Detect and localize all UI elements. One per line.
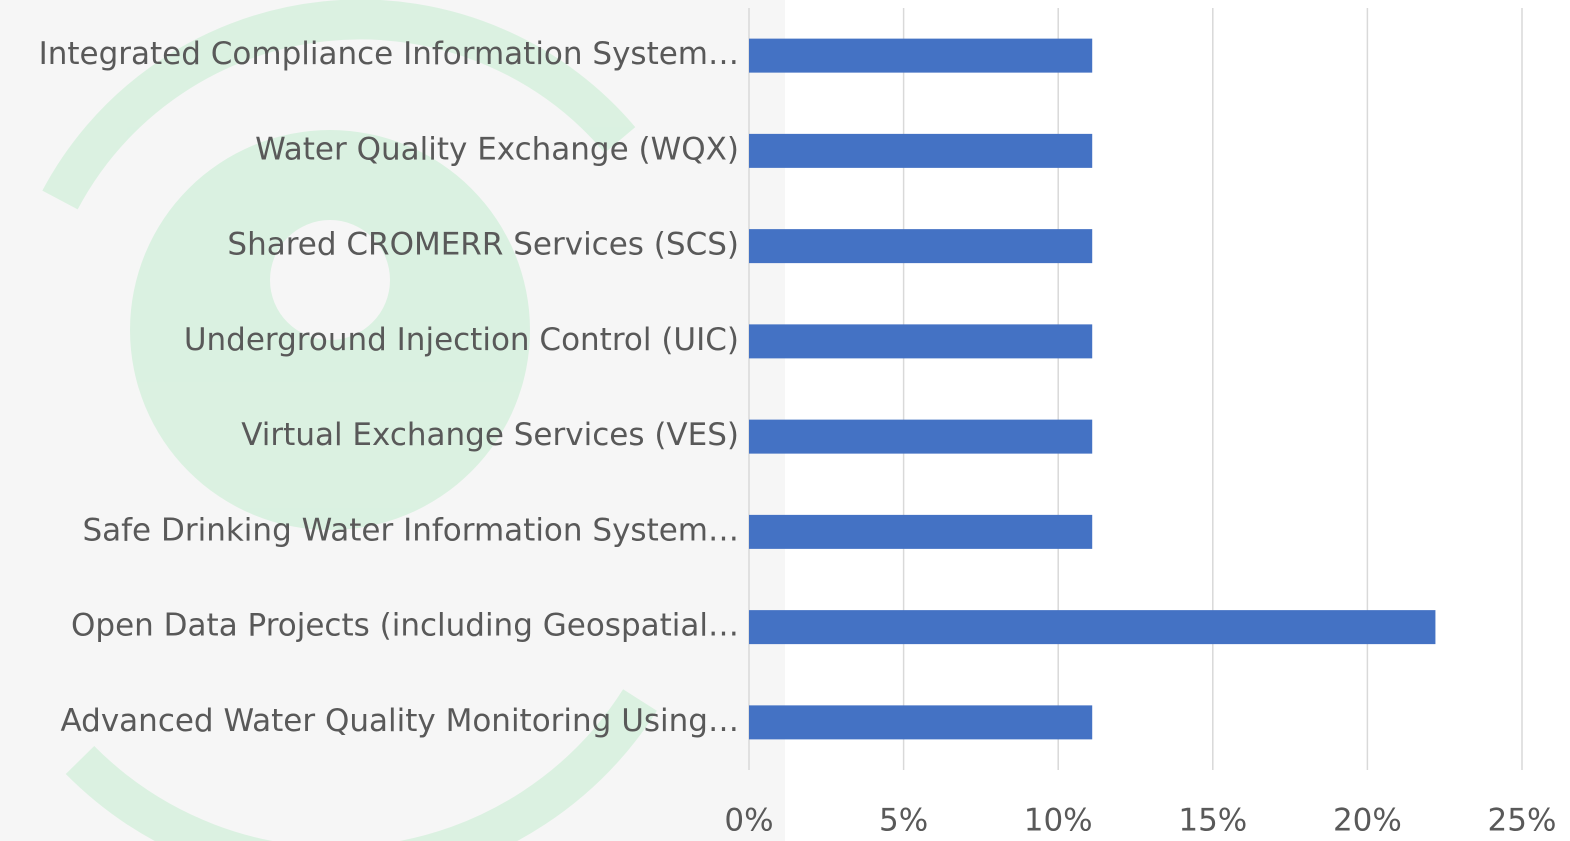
y-tick-label: Underground Injection Control (UIC) (184, 322, 739, 358)
y-tick-label: Virtual Exchange Services (VES) (241, 417, 739, 453)
bar (749, 420, 1092, 454)
x-tick-label: 20% (1333, 803, 1402, 839)
bar (749, 515, 1092, 549)
bar (749, 229, 1092, 263)
y-tick-label: Integrated Compliance Information System… (39, 36, 739, 72)
x-tick-label: 15% (1178, 803, 1247, 839)
chart: 0% 5% 10% 15% 20% 25% Integrated Compliance In… (0, 0, 1570, 841)
x-tick-label: 25% (1488, 803, 1557, 839)
x-tick-label: 5% (879, 803, 928, 839)
bar (749, 705, 1092, 739)
bar (749, 324, 1092, 358)
bar (749, 39, 1092, 73)
x-tick-label: 10% (1024, 803, 1093, 839)
bar (749, 610, 1435, 644)
y-tick-label: Water Quality Exchange (WQX) (255, 131, 739, 167)
bar (749, 134, 1092, 168)
y-tick-label: Advanced Water Quality Monitoring Using… (60, 703, 739, 739)
x-tick-label: 0% (724, 803, 773, 839)
y-tick-label: Safe Drinking Water Information System… (82, 512, 739, 548)
y-tick-label: Open Data Projects (including Geospatial… (71, 608, 739, 644)
y-tick-label: Shared CROMERR Services (SCS) (227, 227, 739, 263)
